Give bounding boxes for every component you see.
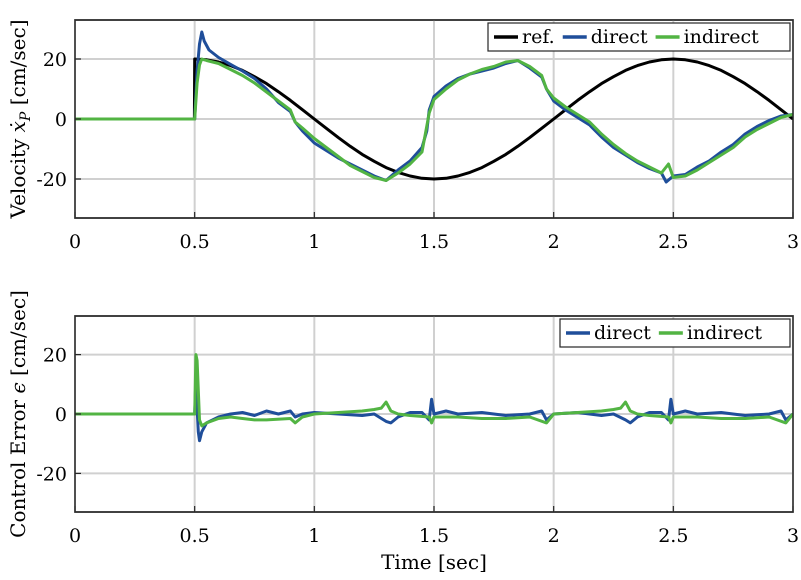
y-tick-label: 0 bbox=[55, 404, 67, 426]
legend-box bbox=[487, 22, 791, 52]
y-axis-label-variable: ϵ bbox=[6, 382, 30, 393]
y-tick-label: -20 bbox=[36, 463, 67, 485]
y-axis-label: Control Error ϵ [cm/sec] bbox=[6, 290, 30, 538]
series-line-ref bbox=[75, 57, 793, 181]
y-axis-label-subscript: P bbox=[18, 111, 34, 122]
legend-label: indirect bbox=[687, 322, 763, 344]
y-axis-label: Velocity ẋP [cm/sec] bbox=[6, 19, 34, 219]
legend-label: direct bbox=[594, 322, 651, 344]
x-tick-label: 0.5 bbox=[180, 231, 210, 253]
x-tick-label: 2 bbox=[548, 231, 560, 253]
legend-label: indirect bbox=[684, 26, 760, 48]
y-tick-label: 0 bbox=[55, 109, 67, 131]
y-axis-label-unit: [cm/sec] bbox=[6, 19, 30, 111]
y-axis-label-variable: ẋ bbox=[6, 121, 30, 132]
x-tick-label: 3 bbox=[787, 525, 799, 547]
velocity-panel: 0 0.5 1 1.5 2 2.5 3 -20 0 20 Velocity ẋP [cm/sec] r… bbox=[6, 19, 799, 253]
series-line-direct bbox=[75, 376, 793, 443]
legend-label: direct bbox=[591, 26, 648, 48]
x-tick-label: 2 bbox=[548, 525, 560, 547]
x-tick-label: 0.5 bbox=[180, 525, 210, 547]
x-tick-label: 0 bbox=[69, 525, 81, 547]
y-tick-label: -20 bbox=[36, 169, 67, 191]
x-tick-label: 3 bbox=[787, 231, 799, 253]
x-tick-label: 1.5 bbox=[419, 525, 449, 547]
x-tick-label: 0 bbox=[69, 231, 81, 253]
x-tick-label: 1 bbox=[308, 525, 320, 547]
y-axis-label-unit: [cm/sec] bbox=[6, 290, 30, 382]
control-error-panel: 0 0.5 1 1.5 2 2.5 3 -20 0 20 Control Error ϵ [cm/s… bbox=[6, 290, 799, 574]
x-tick-label: 2.5 bbox=[658, 525, 688, 547]
y-tick-label: 20 bbox=[43, 49, 67, 71]
legend-label: ref. bbox=[522, 26, 555, 48]
y-tick-label: 20 bbox=[43, 345, 67, 367]
series-line-indirect bbox=[75, 353, 793, 428]
x-tick-label: 1 bbox=[308, 231, 320, 253]
y-axis-label-text: Velocity bbox=[6, 132, 30, 219]
x-tick-label: 2.5 bbox=[658, 231, 688, 253]
x-axis-label: Time [sec] bbox=[381, 550, 487, 574]
x-tick-label: 1.5 bbox=[419, 231, 449, 253]
y-axis-label-text: Control Error bbox=[6, 394, 30, 538]
series-line-indirect bbox=[75, 57, 793, 182]
